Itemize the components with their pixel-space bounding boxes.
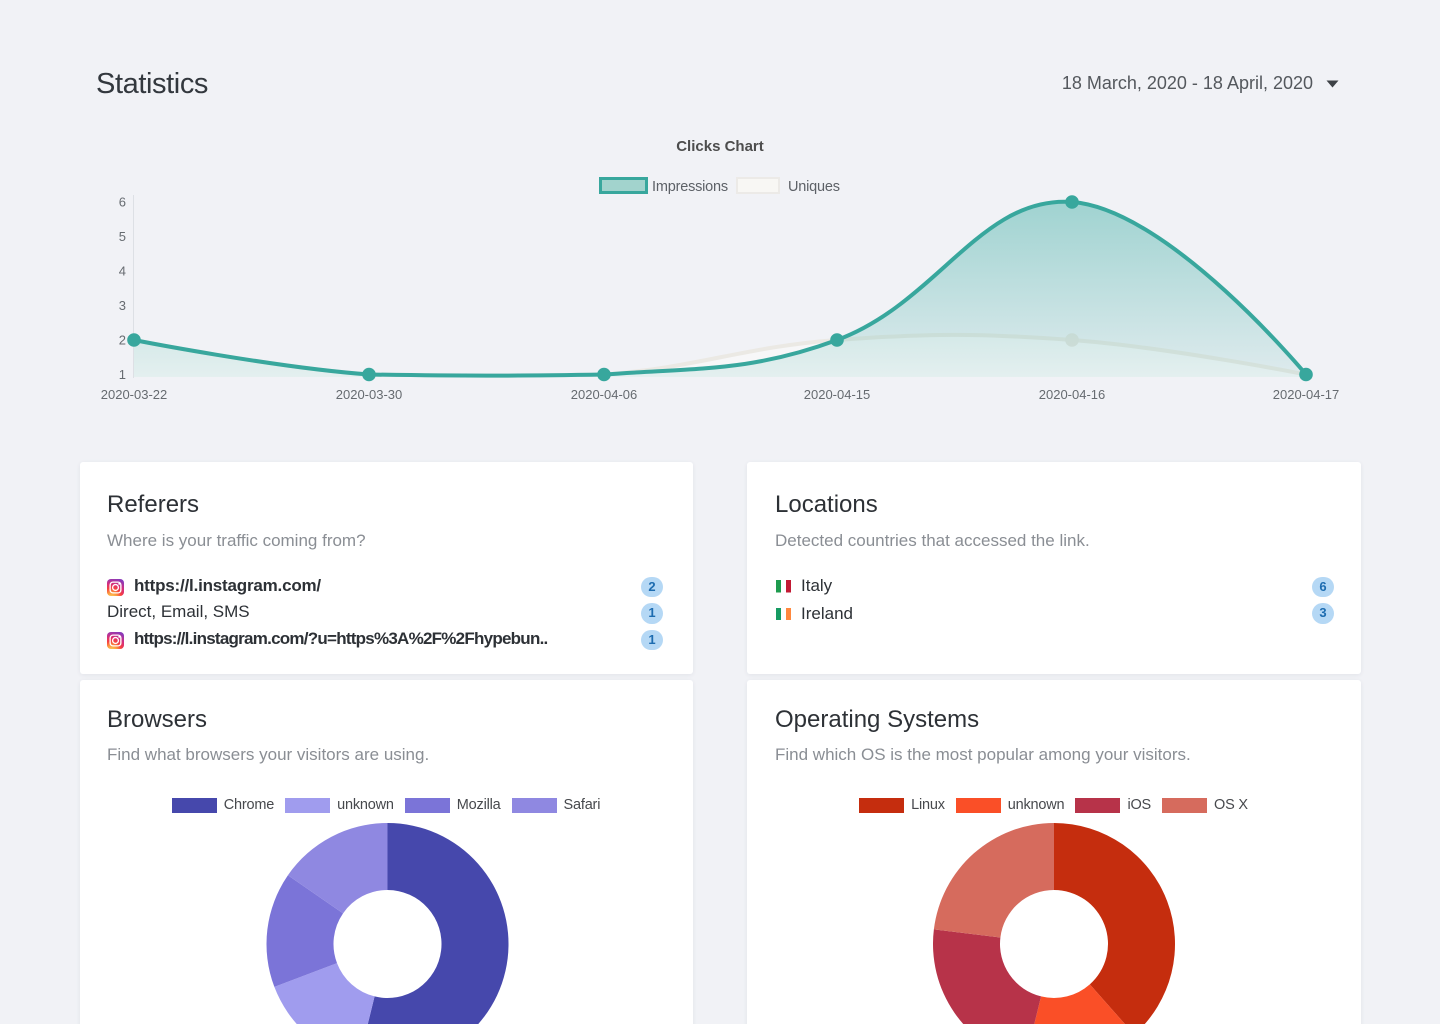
svg-text:1: 1 [119,367,126,382]
svg-text:3: 3 [119,298,126,313]
svg-text:2020-03-22: 2020-03-22 [101,387,168,402]
svg-text:2020-04-15: 2020-04-15 [804,387,871,402]
svg-text:2020-03-30: 2020-03-30 [336,387,403,402]
svg-text:6: 6 [119,195,126,210]
svg-text:2: 2 [119,333,126,348]
svg-text:2020-04-16: 2020-04-16 [1039,387,1106,402]
svg-text:4: 4 [119,264,126,279]
svg-text:5: 5 [119,229,126,244]
svg-text:2020-04-06: 2020-04-06 [571,387,638,402]
svg-text:2020-04-17: 2020-04-17 [1273,387,1340,402]
